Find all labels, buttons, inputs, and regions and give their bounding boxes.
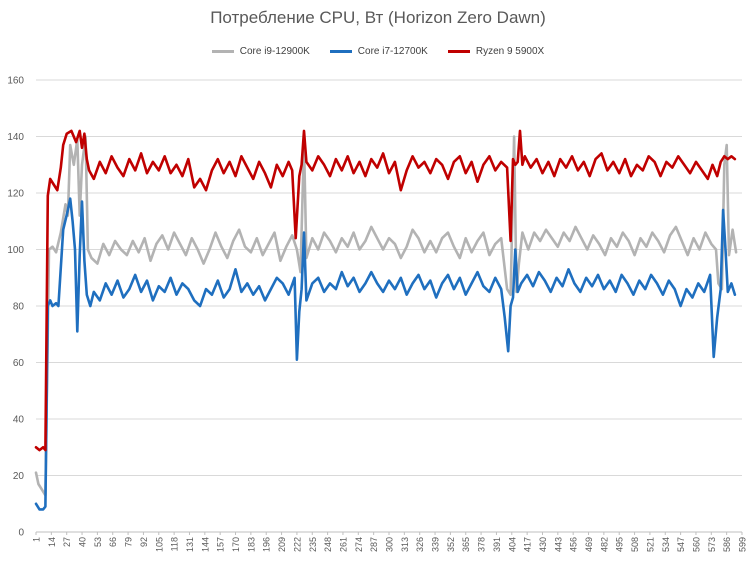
x-tick-label: 131 [185, 537, 195, 552]
x-tick-label: 14 [47, 537, 57, 547]
series-line-1 [34, 197, 737, 511]
x-tick-label: 66 [108, 537, 118, 547]
legend-swatch-ryzen [447, 50, 470, 53]
x-tick-label: 261 [338, 537, 348, 552]
legend-item-i9: Core i9-12900K [211, 46, 310, 57]
x-tick-label: 274 [354, 537, 364, 552]
x-tick-label: 417 [523, 537, 533, 552]
x-tick-label: 170 [231, 537, 241, 552]
x-tick-label: 157 [216, 537, 226, 552]
x-tick-label: 79 [124, 537, 134, 547]
legend-swatch-i7 [329, 50, 352, 53]
x-tick-label: 326 [415, 537, 425, 552]
legend-item-i7: Core i7-12700K [329, 46, 428, 57]
x-tick-label: 53 [93, 537, 103, 547]
x-tick-label: 560 [691, 537, 701, 552]
x-tick-label: 599 [738, 537, 748, 552]
y-tick-label: 0 [18, 528, 24, 539]
x-tick-label: 209 [277, 537, 287, 552]
series-line-2 [34, 129, 737, 452]
x-tick-label: 27 [62, 537, 72, 547]
y-tick-label: 100 [7, 245, 24, 256]
y-tick-label: 120 [7, 189, 24, 200]
x-tick-label: 391 [492, 537, 502, 552]
x-tick-label: 144 [200, 537, 210, 552]
x-tick-label: 352 [446, 537, 456, 552]
x-tick-label: 456 [569, 537, 579, 552]
x-tick-label: 365 [461, 537, 471, 552]
x-tick-label: 521 [645, 537, 655, 552]
y-tick-label: 40 [13, 415, 25, 426]
legend-label-ryzen: Ryzen 9 5900X [475, 46, 545, 57]
x-tick-label: 508 [630, 537, 640, 552]
x-tick-label: 547 [676, 537, 686, 552]
x-tick-label: 92 [139, 537, 149, 547]
y-tick-label: 80 [13, 302, 25, 313]
x-tick-label: 183 [246, 537, 256, 552]
series-line-0 [34, 135, 738, 497]
x-tick-label: 534 [661, 537, 671, 552]
legend: Core i9-12900K Core i7-12700K Ryzen 9 59… [0, 46, 756, 57]
x-tick-label: 105 [154, 537, 164, 552]
x-tick-label: 482 [599, 537, 609, 552]
x-tick-label: 196 [262, 537, 272, 552]
x-tick-label: 469 [584, 537, 594, 552]
legend-swatch-i9 [211, 50, 234, 53]
x-tick-label: 495 [615, 537, 625, 552]
x-tick-label: 248 [323, 537, 333, 552]
y-tick-label: 20 [13, 471, 25, 482]
y-tick-label: 160 [7, 76, 24, 87]
x-tick-label: 40 [78, 537, 88, 547]
x-tick-label: 573 [707, 537, 717, 552]
x-tick-label: 313 [400, 537, 410, 552]
x-tick-label: 1 [32, 537, 42, 542]
legend-label-i7: Core i7-12700K [357, 46, 428, 57]
x-tick-label: 339 [431, 537, 441, 552]
x-tick-label: 443 [553, 537, 563, 552]
x-tick-label: 586 [722, 537, 732, 552]
chart-title: Потребление CPU, Вт (Horizon Zero Dawn) [210, 8, 546, 27]
x-tick-label: 404 [507, 537, 517, 552]
x-tick-label: 300 [385, 537, 395, 552]
x-tick-label: 378 [477, 537, 487, 552]
x-tick-label: 118 [170, 537, 180, 551]
x-tick-label: 287 [369, 537, 379, 552]
x-tick-label: 222 [292, 537, 302, 552]
y-tick-label: 60 [13, 358, 25, 369]
legend-label-i9: Core i9-12900K [239, 46, 310, 57]
y-tick-label: 140 [7, 132, 24, 143]
x-tick-label: 430 [538, 537, 548, 552]
legend-item-ryzen: Ryzen 9 5900X [447, 46, 545, 57]
x-tick-label: 235 [308, 537, 318, 552]
